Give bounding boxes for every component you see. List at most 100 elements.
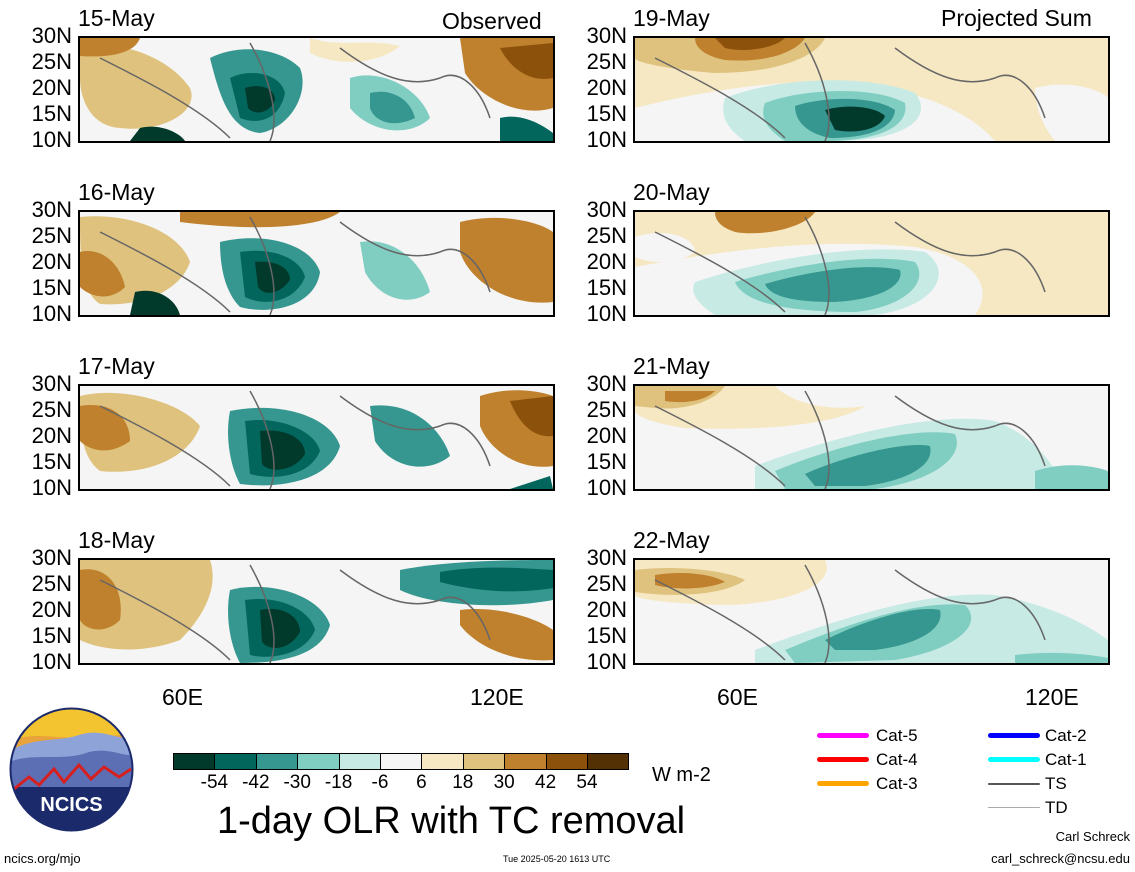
colorbar-swatch	[421, 753, 464, 770]
legend-label: Cat-1	[1045, 750, 1087, 769]
lat-tick-label: 15N	[586, 623, 627, 648]
colorbar-label: 18	[452, 772, 474, 793]
olr-anomaly-map	[80, 560, 553, 663]
lat-tick-label: 30N	[31, 197, 72, 222]
olr-anomaly-map	[80, 386, 553, 489]
logo-text: NCICS	[40, 794, 102, 816]
lat-tick-label: 10N	[586, 649, 627, 674]
ncics-logo: NCICS	[9, 707, 134, 832]
lat-tick-label: 15N	[31, 275, 72, 300]
footer-link: ncics.org/mjo	[4, 851, 81, 866]
panel-date: 21-May	[633, 353, 710, 379]
colorbar-swatch	[173, 753, 216, 770]
colorbar-label: 30	[493, 772, 515, 793]
panel-date: 15-May	[78, 5, 155, 31]
lat-tick-label: 20N	[586, 423, 627, 448]
map-panel-observed-4	[78, 558, 555, 665]
colorbar-swatch	[462, 753, 506, 770]
lat-tick-label: 10N	[586, 127, 627, 152]
lat-tick-label: 25N	[31, 223, 72, 248]
lat-tick-label: 20N	[586, 75, 627, 100]
olr-anomaly-map	[635, 560, 1108, 663]
author-name: Carl Schreck	[1055, 829, 1130, 844]
colorbar-label: -6	[371, 772, 389, 793]
panel-date: 22-May	[633, 527, 710, 553]
lon-tick-label: 120E	[1025, 684, 1079, 710]
lat-tick-label: 10N	[31, 475, 72, 500]
legend-swatch	[817, 781, 869, 786]
map-panel-projected-4	[633, 558, 1110, 665]
lat-tick-label: 20N	[31, 423, 72, 448]
author-email: carl_schreck@ncsu.edu	[991, 851, 1130, 866]
panel-date: 18-May	[78, 527, 155, 553]
colorbar-swatch	[545, 753, 588, 770]
colorbar-swatch	[587, 753, 630, 770]
colorbar-label: -30	[283, 772, 311, 793]
observed-label: Observed	[442, 8, 542, 34]
legend-swatch	[988, 807, 1040, 808]
colorbar-label: -18	[324, 772, 353, 793]
panel-date: 16-May	[78, 179, 155, 205]
legend-label: TD	[1045, 798, 1068, 817]
lat-tick-label: 25N	[586, 49, 627, 74]
lat-tick-label: 25N	[586, 397, 627, 422]
lat-tick-label: 10N	[586, 475, 627, 500]
colorbar-label: -54	[200, 772, 229, 793]
lon-tick-label: 60E	[717, 684, 758, 710]
map-panel-projected-2	[633, 210, 1110, 317]
lat-tick-label: 25N	[586, 571, 627, 596]
lat-tick-label: 20N	[31, 597, 72, 622]
lat-tick-label: 25N	[31, 397, 72, 422]
olr-anomaly-map	[635, 212, 1108, 315]
colorbar-swatch	[214, 753, 257, 770]
lat-tick-label: 15N	[31, 623, 72, 648]
map-panel-projected-1	[633, 36, 1110, 143]
lat-tick-label: 15N	[586, 275, 627, 300]
panel-date: 20-May	[633, 179, 710, 205]
page-title: 1-day OLR with TC removal	[217, 800, 686, 842]
legend-swatch	[988, 733, 1040, 738]
lat-tick-label: 30N	[31, 23, 72, 48]
legend-label: TS	[1045, 774, 1067, 793]
lat-tick-label: 30N	[31, 545, 72, 570]
legend-swatch	[988, 783, 1040, 785]
legend-swatch	[817, 757, 869, 762]
lat-tick-label: 30N	[31, 371, 72, 396]
projected-label: Projected Sum	[941, 5, 1092, 31]
colorbar-swatch	[297, 753, 340, 770]
lat-tick-label: 20N	[31, 75, 72, 100]
panel-date: 19-May	[633, 5, 710, 31]
legend-swatch	[817, 733, 869, 738]
colorbar-swatch	[380, 753, 423, 770]
colorbar-swatch	[255, 753, 299, 770]
olr-anomaly-map	[635, 38, 1108, 141]
lat-tick-label: 10N	[31, 649, 72, 674]
legend-label: Cat-2	[1045, 726, 1087, 745]
map-panel-observed-1	[78, 36, 555, 143]
lat-tick-label: 15N	[31, 449, 72, 474]
colorbar-swatch	[338, 753, 381, 770]
lat-tick-label: 25N	[31, 49, 72, 74]
lat-tick-label: 20N	[31, 249, 72, 274]
lat-tick-label: 25N	[586, 223, 627, 248]
lat-tick-label: 30N	[586, 23, 627, 48]
legend-swatch	[988, 757, 1040, 762]
lat-tick-label: 15N	[586, 449, 627, 474]
lat-tick-label: 10N	[31, 127, 72, 152]
lon-tick-label: 120E	[470, 684, 524, 710]
map-panel-projected-3	[633, 384, 1110, 491]
lat-tick-label: 20N	[586, 597, 627, 622]
lat-tick-label: 10N	[586, 301, 627, 326]
panel-date: 17-May	[78, 353, 155, 379]
colorbar-swatch	[504, 753, 547, 770]
colorbar-label: 6	[416, 772, 427, 793]
lat-tick-label: 30N	[586, 197, 627, 222]
colorbar-label: 54	[576, 772, 598, 793]
lat-tick-label: 25N	[31, 571, 72, 596]
footer-timestamp: Tue 2025-05-20 1613 UTC	[503, 854, 611, 864]
lon-tick-label: 60E	[162, 684, 203, 710]
colorbar-label: 42	[535, 772, 557, 793]
colorbar-label: -42	[242, 772, 270, 793]
olr-anomaly-map	[80, 212, 553, 315]
lat-tick-label: 15N	[31, 101, 72, 126]
